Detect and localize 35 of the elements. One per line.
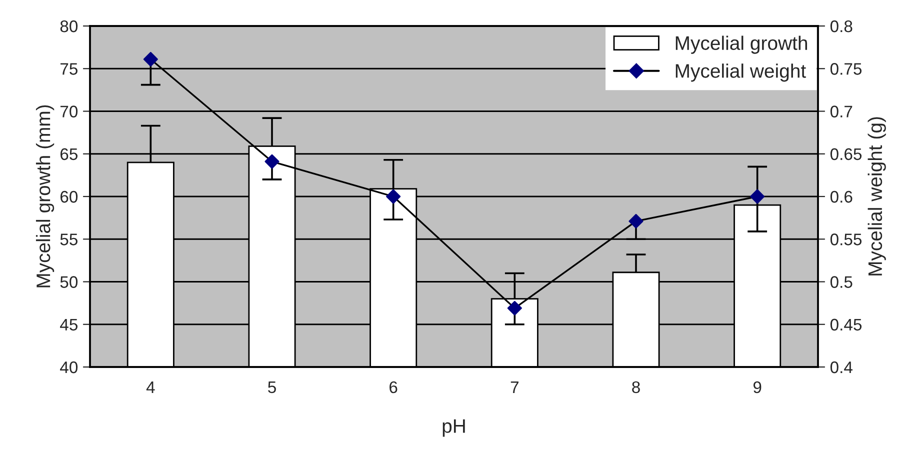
y-tick-label: 65: [60, 148, 78, 160]
x-axis-title: pH: [442, 419, 465, 437]
point: [750, 189, 765, 204]
y2-tick-label: 0.8: [830, 20, 852, 32]
y2-tick-label: 0.4: [830, 361, 852, 374]
x-tick-label: 5: [268, 382, 276, 394]
point: [507, 300, 522, 316]
y2-tick-label: 0.45: [830, 318, 862, 331]
x-tick-label: 4: [146, 382, 155, 393]
y-tick-label: 75: [60, 63, 78, 75]
point: [264, 154, 280, 169]
legend-label: Mycelial growth: [676, 36, 808, 54]
x-tick-label: 9: [753, 381, 762, 394]
y2-tick-label: 0.75: [830, 63, 862, 75]
y-tick-label: 60: [60, 190, 78, 203]
y2-tick-label: 0.6: [830, 190, 852, 203]
y-tick-label: 70: [60, 106, 78, 118]
point: [386, 189, 401, 204]
y-axis-title: Mycelial growth (mm): [36, 105, 54, 288]
y-tick-label: 40: [60, 361, 78, 374]
x-tick-label: 8: [632, 381, 640, 394]
point: [143, 52, 158, 67]
y2-axis-title: Mycelial weight (g): [868, 117, 886, 276]
y-tick-label: 80: [60, 20, 78, 32]
legend-label: Mycelial weight: [676, 64, 806, 82]
y2-tick-label: 0.65: [830, 148, 862, 160]
y2-tick-label: 0.55: [830, 234, 862, 246]
y2-tick-label: 0.7: [830, 106, 852, 118]
point: [628, 214, 644, 229]
y-tick-label: 55: [60, 234, 78, 246]
y2-tick-label: 0.5: [830, 276, 852, 288]
x-tick-label: 7: [510, 382, 518, 393]
y-tick-label: 45: [60, 318, 78, 331]
x-tick-label: 6: [390, 381, 398, 394]
y-tick-label: 50: [60, 276, 78, 288]
